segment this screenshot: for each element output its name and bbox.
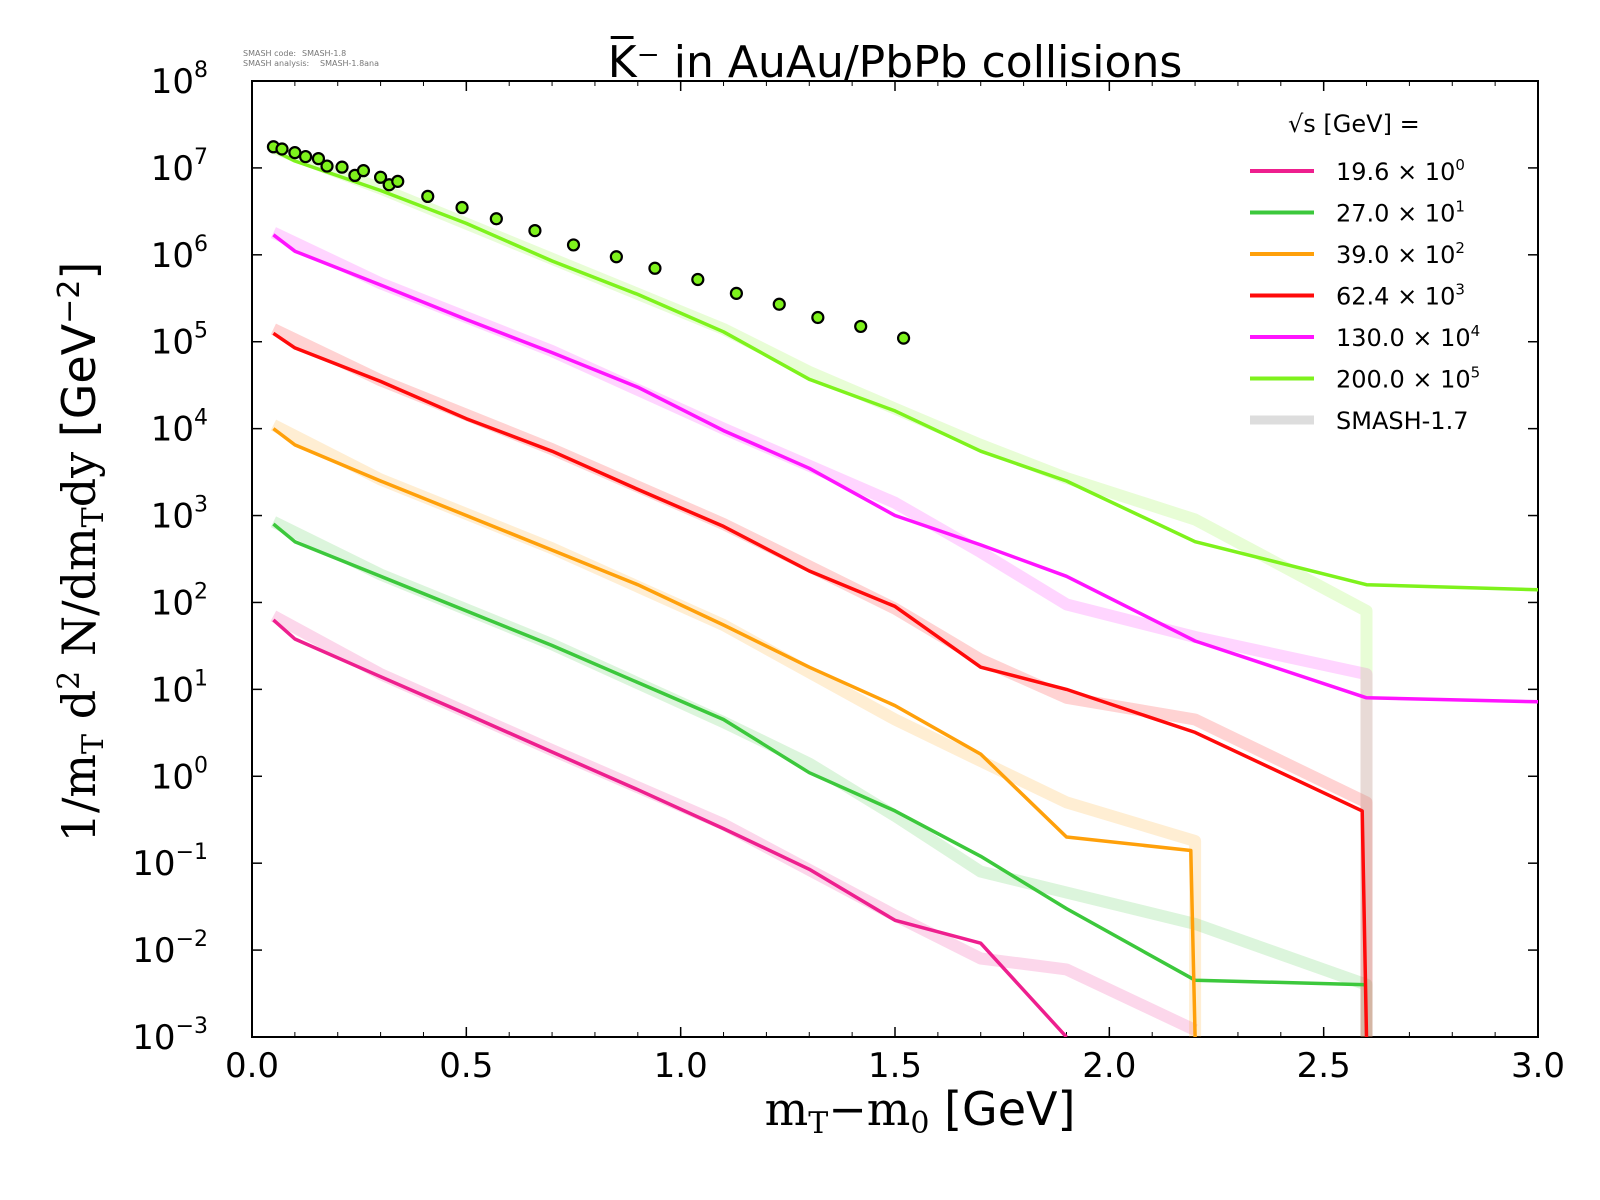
data-point (566, 238, 581, 252)
legend-label-smash17: SMASH-1.7 (1336, 407, 1468, 435)
y-tick-label: 10−3 (132, 1014, 208, 1058)
smash-analysis-label: SMASH analysis: (243, 59, 309, 68)
x-tick-label: 1.0 (654, 1046, 708, 1086)
y-tick-label: 105 (151, 319, 208, 363)
y-tick-label: 10−1 (132, 840, 208, 884)
data-point (729, 286, 743, 300)
data-point (854, 319, 868, 334)
data-points (266, 140, 911, 345)
y-tick-label: 103 (151, 493, 208, 537)
data-point (648, 261, 662, 275)
data-point (691, 272, 705, 287)
series-lines (272, 148, 1538, 1037)
legend-label: 39.0 × 102 (1336, 239, 1465, 269)
y-tick-label: 108 (151, 58, 208, 102)
x-tick-label: 2.5 (1297, 1046, 1351, 1086)
smash-analysis-value: SMASH-1.8ana (320, 59, 379, 68)
data-point (489, 212, 503, 226)
legend: √s [GeV] = 19.6 × 100 27.0 × 101 39.0 × 102… (1250, 110, 1480, 435)
data-point (528, 223, 542, 238)
y-tick-label: 106 (151, 232, 208, 276)
smash17-bands (270, 142, 1373, 1037)
chart-title: K̅⁻ in AuAu/PbPb collisions (608, 34, 1183, 88)
data-point (311, 151, 326, 166)
x-axis-label: mT−m0 [GeV] (765, 1082, 1076, 1141)
x-tick-label: 2.0 (1082, 1046, 1136, 1086)
legend-label: 62.4 × 103 (1336, 281, 1465, 311)
data-point (320, 159, 334, 173)
data-point (455, 200, 469, 215)
data-point (298, 149, 313, 164)
data-point (275, 142, 289, 156)
data-point (391, 174, 405, 188)
data-point (374, 170, 388, 184)
legend-label: 200.0 × 105 (1336, 364, 1480, 394)
data-point (288, 146, 302, 160)
smash17-band (270, 610, 1198, 1036)
series-line (272, 148, 1538, 592)
legend-label: 19.6 × 100 (1336, 156, 1465, 186)
data-point (772, 297, 786, 311)
x-tick-label: 3.0 (1511, 1046, 1565, 1086)
smash-code-value: SMASH-1.8 (302, 49, 346, 58)
smash17-band (270, 323, 1373, 1037)
x-tick-label: 0.0 (225, 1046, 279, 1086)
y-tick-label: 102 (151, 579, 208, 623)
axes (251, 80, 1539, 1038)
series-line (272, 427, 1197, 1037)
data-point (896, 331, 911, 345)
tick-labels: 0.0 0.5 1.0 1.5 2.0 2.5 3.0 108 107 106 105 104 103 1… (132, 58, 1565, 1086)
x-tick-label: 0.5 (439, 1046, 493, 1086)
y-tick-label: 107 (151, 145, 208, 189)
data-point (811, 310, 825, 325)
x-label-mt: m (765, 1082, 809, 1136)
data-point (609, 250, 623, 264)
y-tick-label: 104 (151, 406, 208, 450)
y-tick-label: 100 (151, 753, 208, 797)
x-tick-label: 1.5 (868, 1046, 922, 1086)
data-point (335, 160, 349, 174)
y-tick-label: 10−2 (132, 927, 208, 971)
legend-label: 130.0 × 104 (1336, 322, 1480, 352)
y-tick-label: 101 (151, 666, 208, 710)
smash-code-label: SMASH code: (243, 49, 296, 58)
data-point (421, 189, 435, 204)
series-line (272, 331, 1369, 1037)
smash17-band (270, 227, 1373, 1037)
series-line (272, 522, 1367, 987)
series-line (272, 233, 1538, 704)
data-point (356, 164, 371, 178)
y-axis-label: 1/mT d2 N/dmTdy [GeV−2] (52, 262, 111, 843)
series-line (272, 618, 1068, 1037)
legend-title: √s [GeV] = (1288, 110, 1420, 138)
legend-label: 27.0 × 101 (1336, 198, 1465, 228)
